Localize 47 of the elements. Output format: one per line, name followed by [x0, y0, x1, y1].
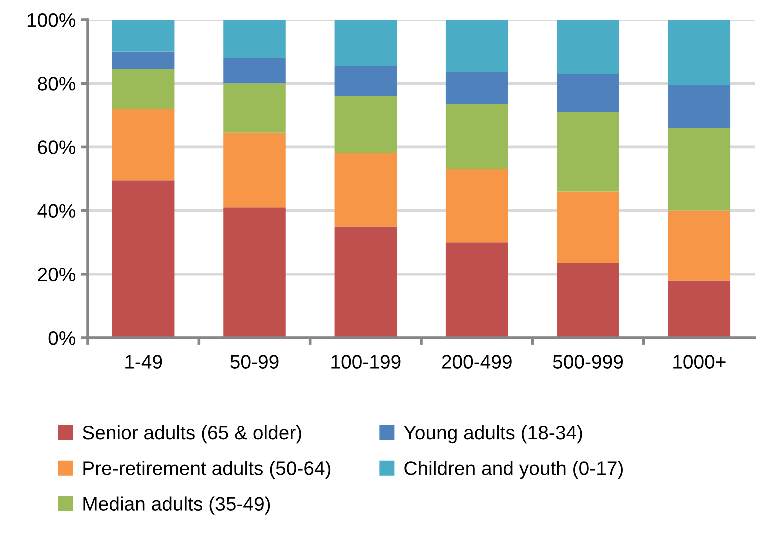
bar — [668, 128, 731, 211]
x-tick-label: 500-999 — [553, 355, 624, 369]
bar — [224, 20, 286, 58]
bar — [668, 280, 731, 338]
bar — [668, 85, 731, 128]
x-tick-label: 200-499 — [442, 355, 512, 369]
legend-label: Pre-retirement adults (50-64) — [84, 461, 331, 480]
bar — [446, 242, 508, 338]
x-tick-label: 1-49 — [126, 355, 162, 369]
bar — [557, 20, 620, 74]
bar — [112, 109, 175, 181]
bar — [446, 20, 508, 72]
bar — [557, 112, 620, 192]
bar — [557, 263, 620, 338]
bar — [446, 104, 508, 170]
bar — [112, 180, 175, 338]
bar — [668, 20, 731, 86]
bar — [334, 96, 398, 154]
bar — [334, 66, 398, 96]
bar — [668, 210, 731, 281]
bar — [446, 169, 508, 243]
legend-label: Median adults (35-49) — [84, 496, 270, 515]
x-tick-label: 100-199 — [332, 355, 401, 369]
bar — [224, 132, 286, 208]
y-tick-label: 100% — [28, 13, 76, 28]
bar — [557, 192, 620, 264]
bar — [224, 84, 286, 133]
bar — [446, 72, 508, 104]
bar — [334, 154, 398, 227]
y-tick-label: 60% — [38, 140, 76, 154]
y-tick-label: 20% — [38, 268, 76, 282]
x-tick-label: 50-99 — [230, 355, 279, 369]
bar — [224, 208, 286, 338]
y-tick-label: 80% — [38, 77, 76, 91]
bar — [224, 58, 286, 84]
y-tick-label: 0% — [48, 331, 76, 346]
bar — [334, 226, 398, 338]
legend-label: Children and youth (0-17) — [404, 461, 623, 480]
bar — [557, 74, 620, 112]
bar — [112, 52, 175, 70]
bar — [112, 69, 175, 110]
x-tick-label: 1000+ — [674, 355, 726, 369]
legend-label: Young adults (18-34) — [404, 425, 582, 444]
bar — [112, 20, 175, 52]
y-tick-label: 40% — [38, 204, 76, 218]
legend-label: Senior adults (65 & older) — [83, 425, 302, 444]
bar — [334, 20, 398, 66]
